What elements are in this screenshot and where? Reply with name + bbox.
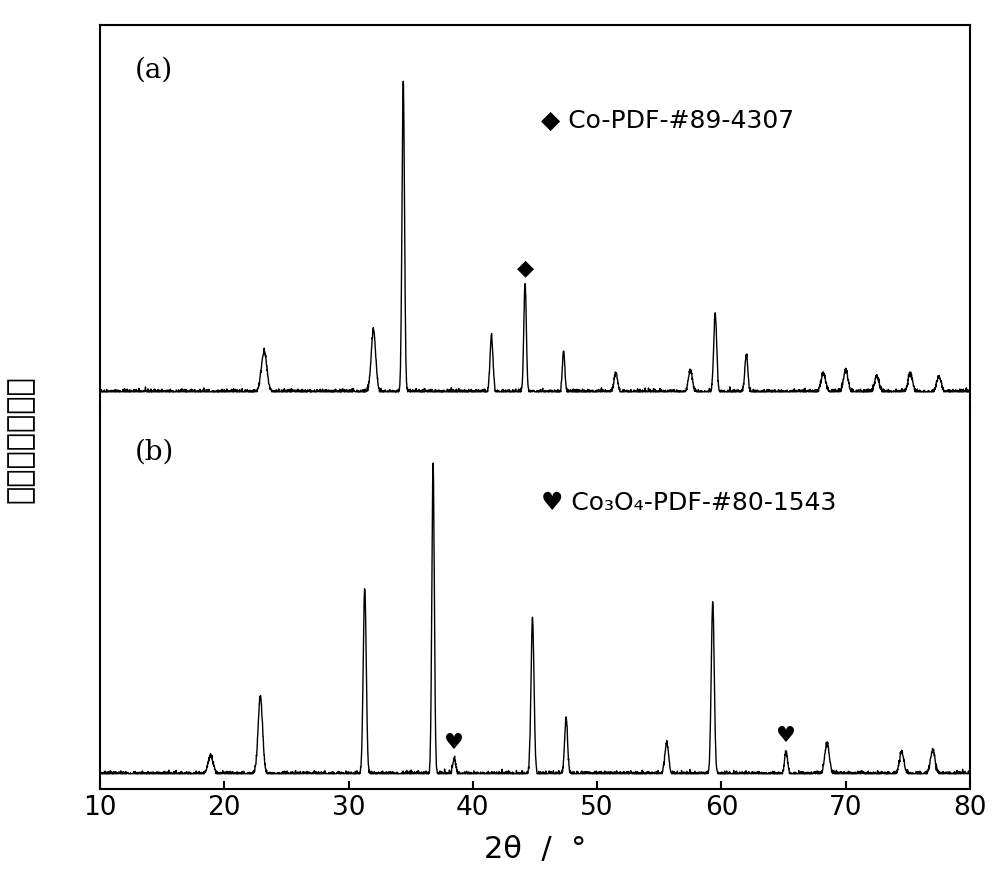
Text: ◆ Co-PDF-#89-4307: ◆ Co-PDF-#89-4307 — [541, 109, 794, 133]
X-axis label: 2θ  /  °: 2θ / ° — [484, 834, 586, 863]
Text: ◆: ◆ — [516, 258, 534, 278]
Text: 强度／任意单位: 强度／任意单位 — [5, 374, 34, 503]
Text: ♥: ♥ — [444, 732, 464, 752]
Text: ♥: ♥ — [776, 725, 796, 745]
Text: (b): (b) — [135, 438, 174, 466]
Text: (a): (a) — [135, 57, 173, 84]
Text: ♥ Co₃O₄-PDF-#80-1543: ♥ Co₃O₄-PDF-#80-1543 — [541, 490, 837, 515]
